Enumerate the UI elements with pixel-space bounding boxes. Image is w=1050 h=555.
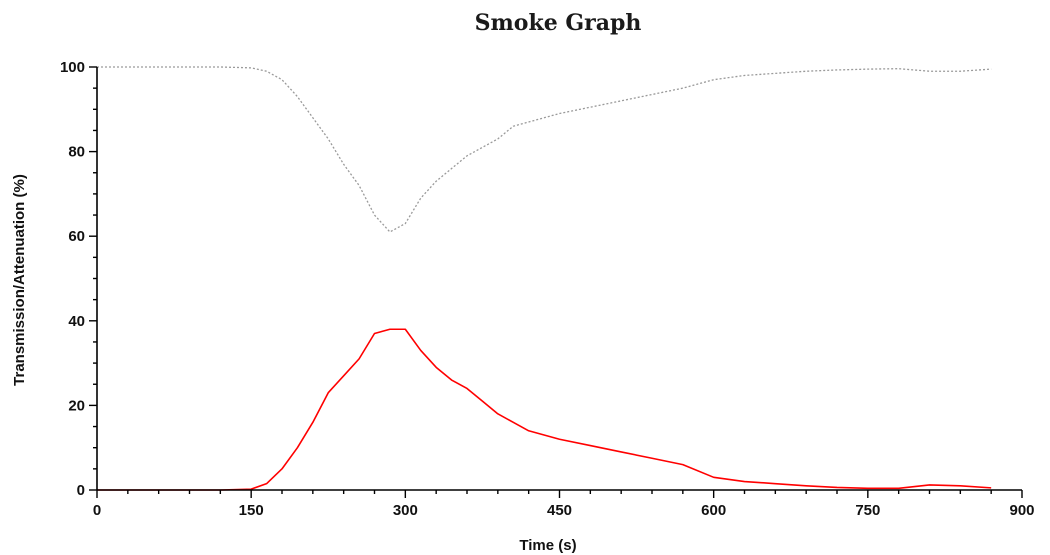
x-tick-label-5: 750 xyxy=(855,502,880,519)
x-tick-label-3: 450 xyxy=(547,502,572,519)
chart-title: Smoke Graph xyxy=(475,10,642,36)
y-tick-label-0: 0 xyxy=(77,482,85,499)
series-line-0 xyxy=(97,66,992,233)
y-tick-label-2: 40 xyxy=(68,313,85,330)
series-line-1 xyxy=(97,328,992,491)
y-tick-label-4: 80 xyxy=(68,144,85,161)
x-tick-label-2: 300 xyxy=(393,502,418,519)
series-layer xyxy=(97,66,992,491)
x-tick-label-4: 600 xyxy=(701,502,726,519)
y-tick-label-3: 60 xyxy=(68,228,85,245)
x-axis-label: Time (s) xyxy=(519,537,576,554)
x-tick-label-1: 150 xyxy=(239,502,264,519)
x-tick-label-6: 900 xyxy=(1009,502,1034,519)
y-tick-label-1: 20 xyxy=(68,397,85,414)
y-tick-label-5: 100 xyxy=(60,59,85,76)
tick-layer: 0 150 300 450 600 750 900 0 20 40 60 80 100 xyxy=(60,59,1035,519)
y-axis-label: Transmission/Attenuation (%) xyxy=(11,174,28,386)
x-tick-label-0: 0 xyxy=(93,502,101,519)
